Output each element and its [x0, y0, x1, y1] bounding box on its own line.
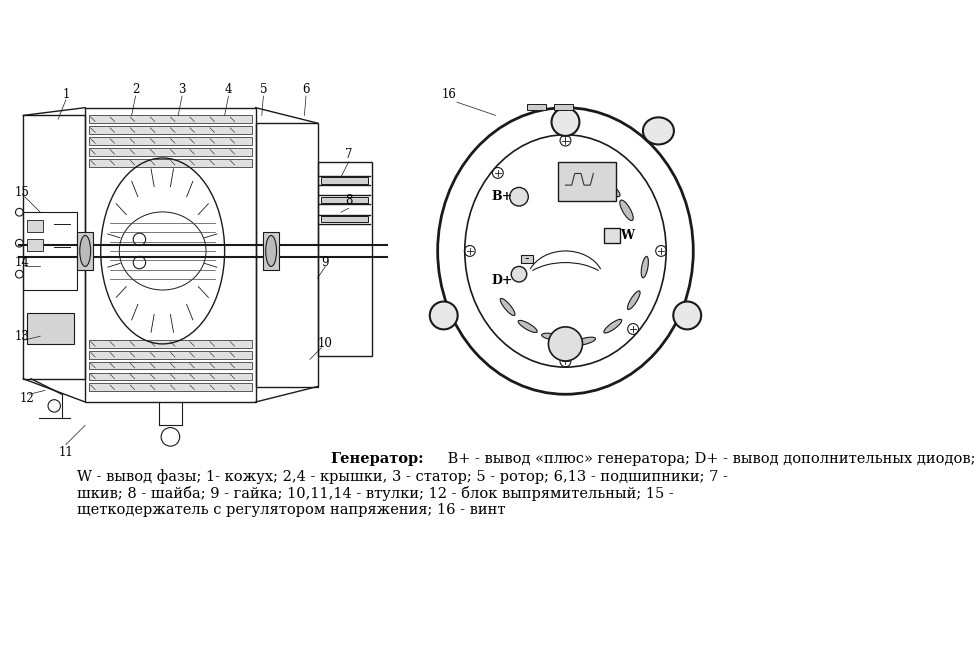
Bar	[27, 239, 43, 251]
Circle shape	[548, 327, 582, 361]
Ellipse shape	[643, 118, 674, 145]
Bar	[526, 104, 546, 110]
Bar	[89, 148, 252, 156]
Text: -: -	[525, 252, 529, 266]
Text: щеткодержатель с регулятором напряжения; 16 - винт: щеткодержатель с регулятором напряжения;…	[77, 503, 506, 517]
Circle shape	[552, 108, 579, 136]
Text: 16: 16	[442, 88, 456, 101]
Circle shape	[674, 302, 701, 329]
Text: 14: 14	[15, 256, 29, 269]
Text: W: W	[620, 229, 635, 242]
Ellipse shape	[578, 169, 601, 180]
Text: 15: 15	[15, 186, 29, 200]
Bar	[27, 220, 43, 232]
Bar	[604, 228, 620, 243]
Bar	[89, 137, 252, 145]
Text: W - вывод фазы; 1- кожух; 2,4 - крышки, 3 - статор; 5 - ротор; 6,13 - подшипники: W - вывод фазы; 1- кожух; 2,4 - крышки, …	[77, 470, 728, 484]
Circle shape	[510, 187, 528, 206]
Bar	[27, 313, 73, 344]
Bar	[558, 162, 616, 201]
Bar	[263, 232, 279, 270]
Text: 3: 3	[178, 83, 186, 96]
Bar	[23, 213, 77, 289]
Bar	[89, 373, 252, 380]
Bar	[89, 126, 252, 134]
Bar	[89, 351, 252, 359]
Ellipse shape	[642, 256, 648, 278]
Ellipse shape	[500, 298, 515, 315]
Text: Генератор:: Генератор:	[331, 452, 424, 466]
Bar	[89, 340, 252, 348]
Text: 5: 5	[259, 83, 267, 96]
Text: B+ - вывод «плюс» генератора; D+ - вывод дополнительных диодов;: B+ - вывод «плюс» генератора; D+ - вывод…	[443, 452, 975, 466]
Text: 13: 13	[15, 329, 29, 342]
Text: 6: 6	[302, 83, 310, 96]
Bar	[318, 162, 371, 355]
Bar	[521, 255, 533, 262]
Bar	[77, 232, 93, 270]
Bar	[89, 384, 252, 391]
Circle shape	[511, 266, 526, 282]
Text: 4: 4	[225, 83, 232, 96]
Ellipse shape	[518, 320, 537, 333]
Text: B+: B+	[491, 190, 513, 203]
Ellipse shape	[628, 291, 641, 309]
Ellipse shape	[80, 236, 91, 266]
Bar	[23, 116, 85, 379]
Text: 12: 12	[20, 391, 34, 404]
Ellipse shape	[542, 333, 563, 340]
Text: D+: D+	[491, 274, 513, 287]
Text: 11: 11	[58, 446, 73, 459]
Ellipse shape	[604, 319, 622, 333]
Bar	[322, 197, 368, 203]
Circle shape	[430, 302, 457, 329]
Text: 8: 8	[345, 194, 352, 207]
Text: 2: 2	[132, 83, 139, 96]
Ellipse shape	[620, 200, 633, 220]
Bar	[255, 123, 318, 386]
Text: 10: 10	[318, 337, 332, 350]
Ellipse shape	[602, 181, 620, 196]
Bar	[554, 104, 573, 110]
Bar	[89, 116, 252, 123]
Ellipse shape	[574, 337, 596, 345]
Text: 7: 7	[345, 148, 352, 161]
Bar	[322, 178, 368, 183]
Bar	[89, 159, 252, 167]
Bar	[322, 216, 368, 222]
Text: 9: 9	[322, 256, 330, 269]
Text: 1: 1	[62, 88, 69, 101]
Text: шкив; 8 - шайба; 9 - гайка; 10,11,14 - втулки; 12 - блок выпрямительный; 15 -: шкив; 8 - шайба; 9 - гайка; 10,11,14 - в…	[77, 486, 674, 501]
Ellipse shape	[266, 236, 277, 266]
Bar	[89, 362, 252, 370]
Bar	[85, 108, 255, 402]
